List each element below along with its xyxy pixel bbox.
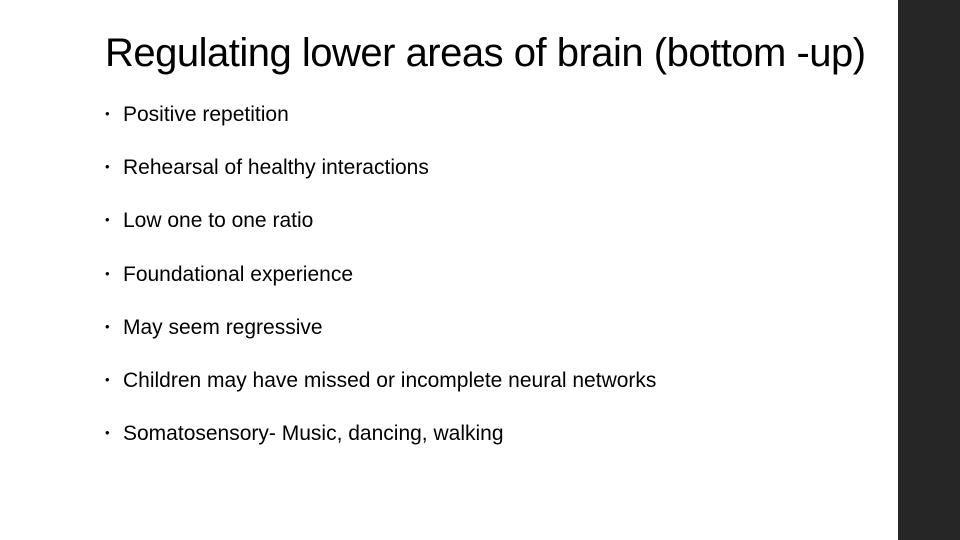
list-item: Rehearsal of healthy interactions [105, 155, 878, 180]
list-item: May seem regressive [105, 315, 878, 340]
sidebar-accent [898, 0, 960, 540]
list-item: Foundational experience [105, 262, 878, 287]
list-item: Positive repetition [105, 102, 878, 127]
slide-content: Regulating lower areas of brain (bottom … [0, 0, 898, 540]
bullet-list: Positive repetition Rehearsal of healthy… [105, 102, 878, 446]
slide-title: Regulating lower areas of brain (bottom … [105, 30, 878, 76]
list-item: Children may have missed or incomplete n… [105, 368, 878, 393]
list-item: Low one to one ratio [105, 208, 878, 233]
list-item: Somatosensory- Music, dancing, walking [105, 421, 878, 446]
